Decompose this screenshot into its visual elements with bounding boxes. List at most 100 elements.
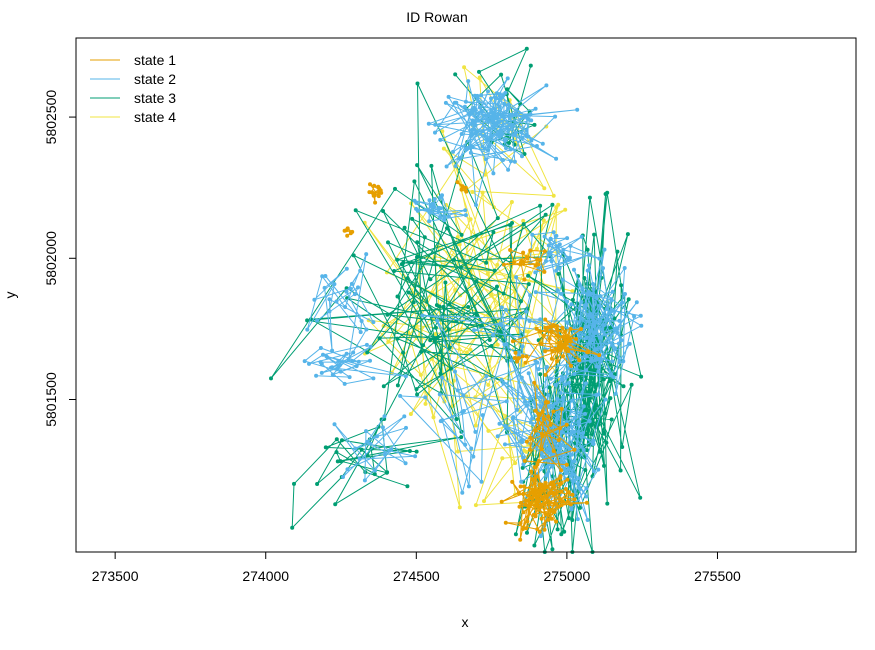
track-point <box>604 440 609 445</box>
track-point <box>512 159 517 164</box>
track-point <box>579 327 583 331</box>
track-point <box>550 349 555 354</box>
track-point <box>577 358 582 363</box>
track-point <box>625 232 630 237</box>
track-point <box>423 395 428 400</box>
track-point <box>486 144 491 149</box>
track-point <box>551 409 556 414</box>
track-point <box>596 369 601 374</box>
track-point <box>548 508 553 513</box>
track-point <box>523 399 527 404</box>
track-point <box>410 216 415 221</box>
track-point <box>585 292 590 297</box>
track-point <box>577 476 582 481</box>
track-point <box>484 260 489 265</box>
track-point <box>427 210 432 215</box>
track-point <box>386 240 390 245</box>
track-point <box>521 218 526 223</box>
track-point <box>453 72 458 77</box>
track-point <box>436 205 441 210</box>
track-point <box>462 104 467 109</box>
track-point <box>466 484 471 489</box>
track-point <box>411 300 416 305</box>
track-point <box>445 226 449 231</box>
track-point <box>487 338 492 342</box>
track-point <box>500 132 505 136</box>
track-point <box>548 500 552 505</box>
track-point <box>572 415 577 420</box>
track-point <box>608 325 613 330</box>
track-point <box>334 299 339 304</box>
track-point <box>510 339 515 344</box>
track-point <box>459 187 464 192</box>
track-point <box>592 232 597 237</box>
track-point <box>345 226 350 231</box>
track-point <box>564 422 569 427</box>
track-point <box>404 425 408 430</box>
track-point <box>357 457 362 462</box>
track-point <box>547 385 552 390</box>
track-point <box>330 372 335 377</box>
track-point <box>453 369 457 374</box>
track-point <box>269 376 273 381</box>
track-point <box>584 500 589 505</box>
track-point <box>551 230 556 235</box>
track-point <box>510 479 515 484</box>
track-point <box>358 268 363 273</box>
track-point <box>330 365 335 370</box>
track-point <box>527 270 532 275</box>
track-point <box>515 359 520 364</box>
legend-label: state 2 <box>134 71 176 87</box>
track-point <box>605 190 610 195</box>
track-point <box>389 447 394 452</box>
track-point <box>509 159 513 164</box>
track-point <box>639 323 644 328</box>
x-axis-label: x <box>462 614 469 630</box>
track-point <box>558 482 562 487</box>
track-point <box>556 438 561 443</box>
track-point <box>438 371 443 376</box>
track-point <box>401 260 406 265</box>
track-point <box>495 434 500 439</box>
track-point <box>372 472 377 477</box>
track-point <box>539 488 544 493</box>
legend-label: state 3 <box>134 90 176 106</box>
track-point <box>559 532 564 537</box>
track-point <box>554 156 559 161</box>
track-point <box>376 194 381 199</box>
track-point <box>508 112 512 117</box>
track-point <box>521 250 526 255</box>
track-point <box>514 275 519 280</box>
track-point <box>579 234 584 239</box>
track-point <box>457 505 462 510</box>
track-point <box>596 467 601 472</box>
track-point <box>440 193 444 198</box>
track-point <box>435 318 440 323</box>
track-point <box>501 291 506 296</box>
track-point <box>561 395 566 400</box>
track-point <box>570 430 574 435</box>
track-point <box>512 356 517 360</box>
track-point <box>477 69 481 74</box>
track-point <box>359 319 364 323</box>
track-point <box>384 470 389 475</box>
track-point <box>540 409 545 414</box>
track-point <box>453 287 458 292</box>
track-point <box>338 459 343 464</box>
track-point <box>618 468 623 473</box>
track-point <box>558 391 563 395</box>
track-point <box>340 438 344 443</box>
y-axis-label: y <box>2 292 18 299</box>
track-point <box>518 537 523 542</box>
track-point <box>526 273 531 278</box>
track-point <box>586 408 591 413</box>
series-state-1 <box>342 180 602 542</box>
track-point <box>521 491 526 496</box>
track-point <box>353 208 358 213</box>
track-point <box>522 277 527 282</box>
track-point <box>323 274 328 278</box>
track-point <box>503 138 508 143</box>
track-point <box>395 257 400 262</box>
track-point <box>613 346 618 351</box>
track-point <box>513 350 518 355</box>
